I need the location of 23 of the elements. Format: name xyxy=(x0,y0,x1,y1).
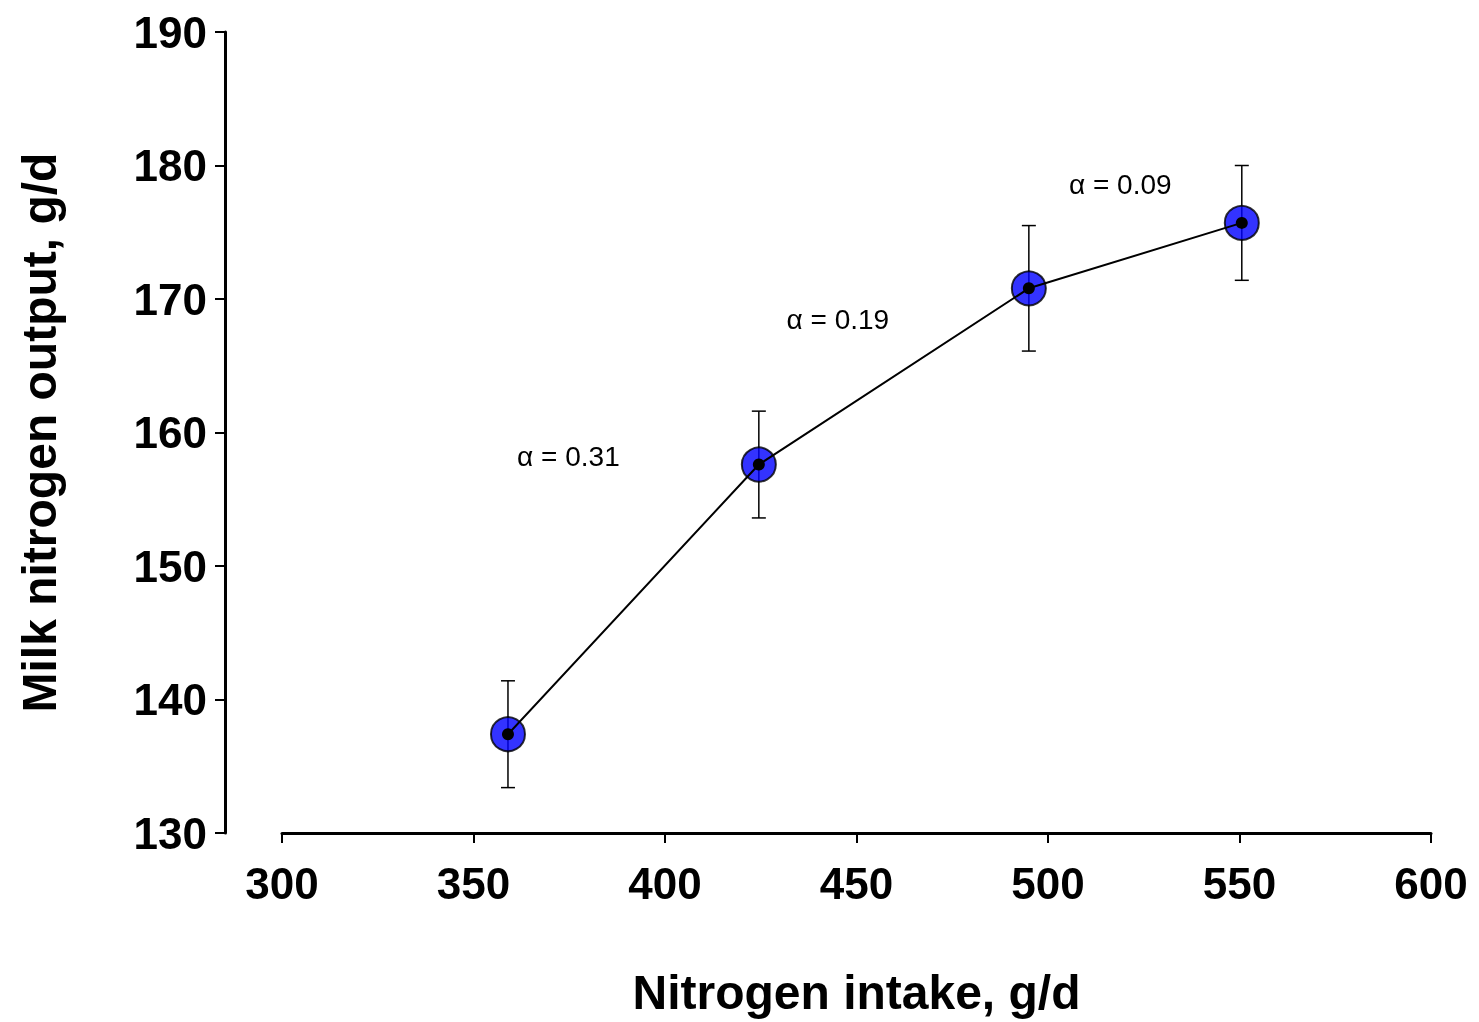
x-tick-label: 350 xyxy=(436,858,511,908)
y-tick-label: 140 xyxy=(133,675,207,724)
y-tick-label: 150 xyxy=(133,541,207,591)
x-axis-title: Nitrogen intake, g/d xyxy=(632,965,1081,1019)
y-tick-label: 130 xyxy=(133,808,207,858)
x-tick-label: 400 xyxy=(628,858,702,908)
x-tick-label: 600 xyxy=(1394,858,1468,908)
x-tick-label: 550 xyxy=(1202,858,1277,908)
y-tick-label: 180 xyxy=(133,141,207,190)
annotation: α = 0.19 xyxy=(786,303,890,335)
annotation: α = 0.09 xyxy=(1069,169,1172,201)
annotation: α = 0.31 xyxy=(517,440,620,472)
point xyxy=(740,446,777,483)
x-tick-label: 300 xyxy=(245,858,319,908)
x-tick-label: 450 xyxy=(819,858,894,908)
x-tick-label: 500 xyxy=(1011,858,1085,908)
point xyxy=(1223,204,1260,241)
y-tick-label: 160 xyxy=(133,408,207,457)
point xyxy=(490,716,526,753)
y-axis-title: Milk nitrogen output, g/d xyxy=(12,152,66,713)
y-tick-label: 170 xyxy=(133,274,207,324)
point xyxy=(1010,270,1047,307)
y-tick-label: 190 xyxy=(133,7,207,57)
